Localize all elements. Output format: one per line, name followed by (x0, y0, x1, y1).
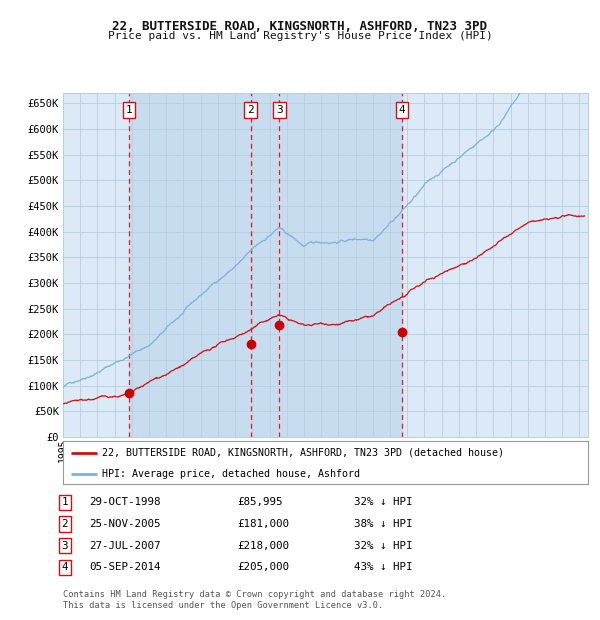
Text: 3: 3 (276, 105, 283, 115)
Text: £218,000: £218,000 (237, 541, 289, 551)
Text: Contains HM Land Registry data © Crown copyright and database right 2024.: Contains HM Land Registry data © Crown c… (63, 590, 446, 600)
Text: 38% ↓ HPI: 38% ↓ HPI (354, 519, 413, 529)
Bar (129, 93, 402, 437)
Text: 29-OCT-1998: 29-OCT-1998 (89, 497, 160, 507)
Text: HPI: Average price, detached house, Ashford: HPI: Average price, detached house, Ashf… (103, 469, 361, 479)
Text: 1: 1 (62, 497, 68, 507)
Text: 32% ↓ HPI: 32% ↓ HPI (354, 497, 413, 507)
Text: 05-SEP-2014: 05-SEP-2014 (89, 562, 160, 572)
Text: 32% ↓ HPI: 32% ↓ HPI (354, 541, 413, 551)
Text: 1: 1 (125, 105, 133, 115)
Text: 3: 3 (62, 541, 68, 551)
Text: 22, BUTTERSIDE ROAD, KINGSNORTH, ASHFORD, TN23 3PD: 22, BUTTERSIDE ROAD, KINGSNORTH, ASHFORD… (113, 20, 487, 33)
Text: 25-NOV-2005: 25-NOV-2005 (89, 519, 160, 529)
Text: £205,000: £205,000 (237, 562, 289, 572)
Text: 27-JUL-2007: 27-JUL-2007 (89, 541, 160, 551)
Text: 43% ↓ HPI: 43% ↓ HPI (354, 562, 413, 572)
Text: £85,995: £85,995 (237, 497, 283, 507)
Text: 2: 2 (247, 105, 254, 115)
Text: 22, BUTTERSIDE ROAD, KINGSNORTH, ASHFORD, TN23 3PD (detached house): 22, BUTTERSIDE ROAD, KINGSNORTH, ASHFORD… (103, 448, 505, 458)
Text: Price paid vs. HM Land Registry's House Price Index (HPI): Price paid vs. HM Land Registry's House … (107, 31, 493, 41)
Text: This data is licensed under the Open Government Licence v3.0.: This data is licensed under the Open Gov… (63, 601, 383, 611)
Text: 4: 4 (62, 562, 68, 572)
Text: 4: 4 (398, 105, 405, 115)
Text: £181,000: £181,000 (237, 519, 289, 529)
Text: 2: 2 (62, 519, 68, 529)
